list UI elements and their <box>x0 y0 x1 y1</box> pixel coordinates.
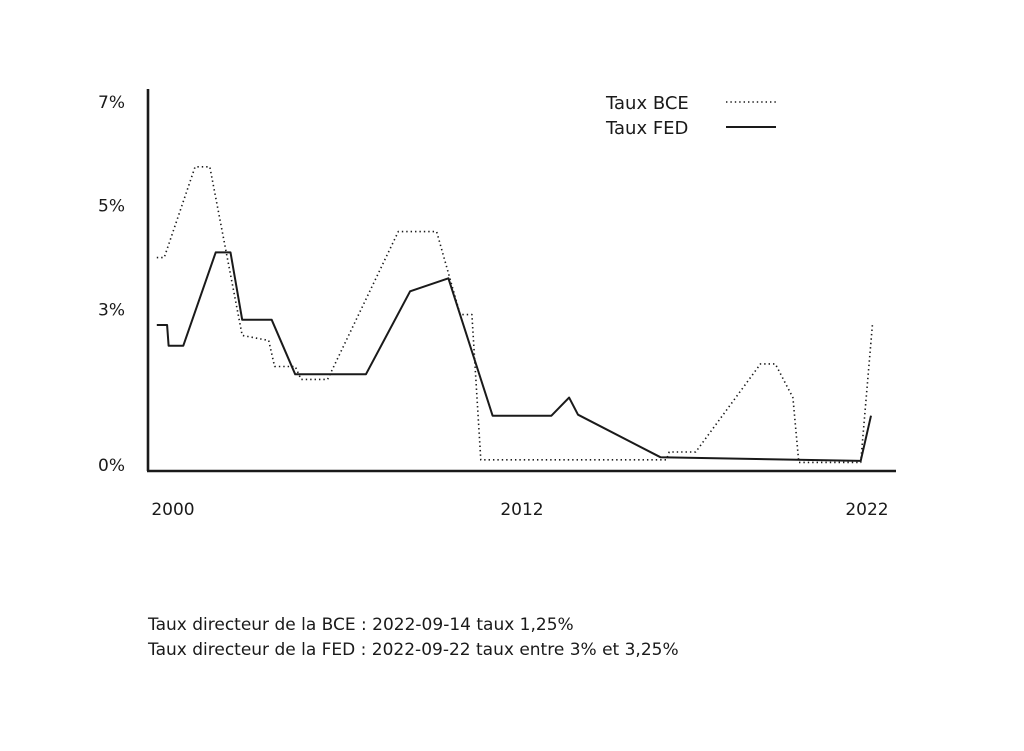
x-tick-label: 2022 <box>845 500 888 520</box>
y-tick-label: 0% <box>98 456 125 476</box>
footnote: Taux directeur de la BCE : 2022-09-14 ta… <box>148 613 679 663</box>
x-tick-label: 2012 <box>500 500 543 520</box>
footnote-fed: Taux directeur de la FED : 2022-09-22 ta… <box>148 640 679 660</box>
x-tick-label: 2000 <box>151 500 194 520</box>
legend-label-bce: Taux BCE <box>605 93 689 114</box>
y-tick-label: 3% <box>98 300 125 320</box>
footnote-bce: Taux directeur de la BCE : 2022-09-14 ta… <box>148 615 574 635</box>
x-tick-labels: 2000 2012 2022 <box>151 500 888 520</box>
y-tick-labels: 0% 3% 5% 7% <box>98 93 125 476</box>
y-tick-label: 5% <box>98 197 125 217</box>
series-layer <box>156 166 874 464</box>
series-line-taux-bce <box>156 166 874 464</box>
legend: Taux BCE Taux FED <box>605 93 776 139</box>
series-line-taux-fed <box>156 251 872 462</box>
y-tick-label: 7% <box>98 93 125 113</box>
legend-label-fed: Taux FED <box>605 118 688 139</box>
